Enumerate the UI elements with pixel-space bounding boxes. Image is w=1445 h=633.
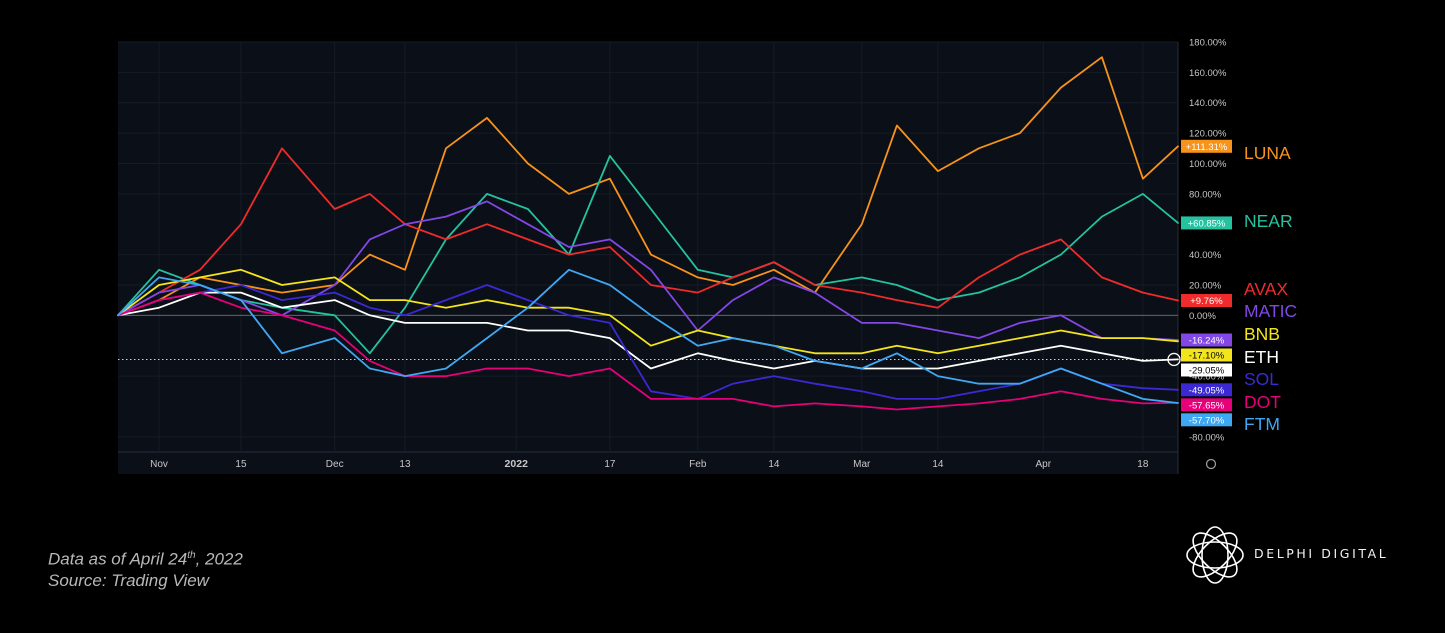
- value-badge-label-ftm: -57.70%: [1189, 415, 1225, 426]
- y-tick-label: 180.00%: [1189, 38, 1227, 49]
- value-badge-bnb: [1181, 348, 1232, 362]
- legend-label-luna: LUNA: [1244, 143, 1291, 163]
- y-tick-label: 140.00%: [1189, 98, 1227, 109]
- x-tick-label: Apr: [1036, 459, 1052, 470]
- value-badge-label-luna: +111.31%: [1186, 142, 1228, 153]
- y-tick-label: 20.00%: [1189, 280, 1222, 291]
- y-tick-label: 80.00%: [1189, 189, 1222, 200]
- x-tick-label: 14: [932, 459, 944, 470]
- y-tick-label: 0.00%: [1189, 311, 1216, 322]
- value-badge-label-avax: +9.76%: [1190, 296, 1223, 307]
- value-badge-matic: [1181, 333, 1232, 347]
- series-line-sol: [117, 284, 1179, 400]
- legend-label-ftm: FTM: [1244, 414, 1280, 434]
- y-tick-label: 40.00%: [1189, 250, 1222, 261]
- value-badge-luna: [1181, 139, 1232, 153]
- x-tick-label: 15: [235, 459, 247, 470]
- y-tick-label: 120.00%: [1189, 129, 1227, 140]
- y-tick-label: 160.00%: [1189, 68, 1227, 79]
- delphi-logo-icon: [1186, 526, 1244, 584]
- series-line-near: [117, 154, 1179, 355]
- y-tick-label: -80.00%: [1189, 432, 1225, 443]
- value-badge-label-near: +60.85%: [1188, 218, 1226, 229]
- x-tick-label: Nov: [150, 459, 168, 470]
- x-tick-label: 13: [399, 459, 411, 470]
- legend-label-near: NEAR: [1244, 211, 1293, 231]
- series-line-bnb: [117, 268, 1179, 355]
- plot-area: [118, 42, 1178, 474]
- series-line-dot: [117, 291, 1179, 411]
- value-badge-near: [1181, 216, 1232, 230]
- series-line-avax: [117, 147, 1179, 317]
- y-tick-label: 100.00%: [1189, 159, 1227, 170]
- value-badge-sol: [1181, 383, 1232, 397]
- x-tick-label: 14: [768, 459, 780, 470]
- value-badge-eth: [1181, 363, 1232, 377]
- x-tick-label: 18: [1137, 459, 1149, 470]
- brand-name: DELPHI DIGITAL: [1254, 546, 1389, 561]
- x-tick-label: 17: [604, 459, 616, 470]
- y-tick-label: -40.00%: [1189, 372, 1225, 383]
- x-tick-label: Dec: [326, 459, 344, 470]
- value-badge-label-eth: -29.05%: [1189, 365, 1225, 376]
- x-tick-label: Mar: [853, 459, 871, 470]
- legend-label-bnb: BNB: [1244, 324, 1280, 344]
- value-badge-ftm: [1181, 413, 1232, 427]
- value-badge-label-bnb: -17.10%: [1189, 350, 1225, 361]
- legend-label-avax: AVAX: [1244, 279, 1288, 299]
- series-line-eth: [117, 291, 1179, 370]
- series-line-ftm: [117, 268, 1179, 404]
- legend-label-eth: ETH: [1244, 347, 1279, 367]
- x-tick-label: 2022: [505, 458, 529, 470]
- legend-label-matic: MATIC: [1244, 301, 1297, 321]
- eth-end-marker: [1167, 352, 1181, 367]
- value-badge-avax: [1181, 294, 1232, 308]
- value-badge-dot: [1181, 398, 1232, 412]
- value-badge-label-dot: -57.65%: [1189, 400, 1225, 411]
- legend-label-sol: SOL: [1244, 369, 1279, 389]
- value-badge-label-matic: -16.24%: [1189, 335, 1225, 346]
- footnote: Data as of April 24th, 2022 Source: Trad…: [48, 545, 243, 591]
- series-line-luna: [117, 56, 1179, 317]
- settings-gear-icon[interactable]: [1205, 458, 1217, 470]
- legend-label-dot: DOT: [1244, 392, 1281, 412]
- data-date-note: Data as of April 24th, 2022: [48, 549, 243, 569]
- value-badge-label-sol: -49.05%: [1189, 385, 1225, 396]
- x-tick-label: Feb: [689, 459, 707, 470]
- source-note: Source: Trading View: [48, 570, 209, 590]
